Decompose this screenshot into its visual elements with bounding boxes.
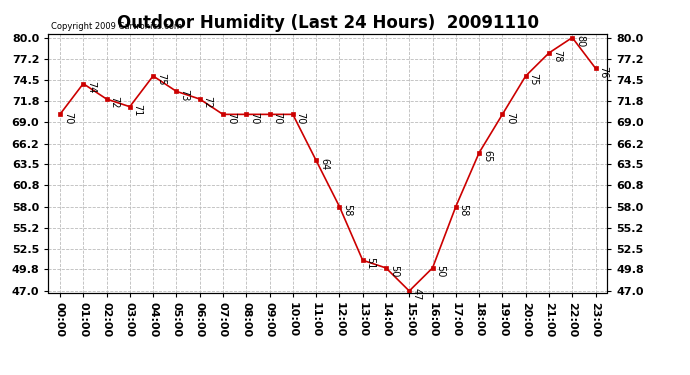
Text: 78: 78 xyxy=(552,50,562,63)
Text: 58: 58 xyxy=(342,204,352,216)
Text: 51: 51 xyxy=(366,258,375,270)
Text: 80: 80 xyxy=(575,35,585,47)
Text: 75: 75 xyxy=(529,73,538,86)
Text: 72: 72 xyxy=(202,96,213,109)
Text: 58: 58 xyxy=(459,204,469,216)
Text: 65: 65 xyxy=(482,150,492,162)
Text: 70: 70 xyxy=(249,112,259,124)
Text: 75: 75 xyxy=(156,73,166,86)
Text: 71: 71 xyxy=(132,104,143,116)
Text: 74: 74 xyxy=(86,81,96,93)
Text: 50: 50 xyxy=(388,265,399,278)
Title: Outdoor Humidity (Last 24 Hours)  20091110: Outdoor Humidity (Last 24 Hours) 2009111… xyxy=(117,14,539,32)
Text: 47: 47 xyxy=(412,288,422,300)
Text: 70: 70 xyxy=(505,112,515,124)
Text: Copyright 2009 Cartronics.com: Copyright 2009 Cartronics.com xyxy=(51,22,182,31)
Text: 70: 70 xyxy=(63,112,72,124)
Text: 73: 73 xyxy=(179,88,189,101)
Text: 72: 72 xyxy=(109,96,119,109)
Text: 70: 70 xyxy=(273,112,282,124)
Text: 64: 64 xyxy=(319,158,329,170)
Text: 70: 70 xyxy=(295,112,306,124)
Text: 76: 76 xyxy=(598,66,609,78)
Text: 70: 70 xyxy=(226,112,236,124)
Text: 50: 50 xyxy=(435,265,445,278)
